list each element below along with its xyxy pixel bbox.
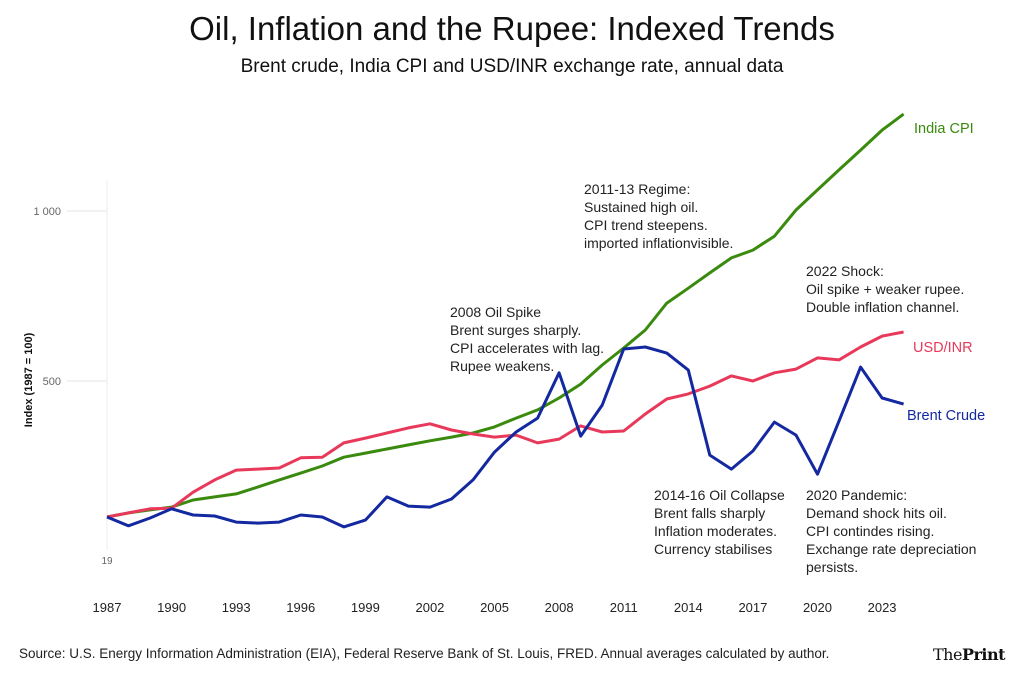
x-tick-label: 2002 <box>415 600 444 615</box>
series-label: India CPI <box>914 121 974 137</box>
chart-title: Oil, Inflation and the Rupee: Indexed Tr… <box>189 10 835 47</box>
chart-subtitle: Brent crude, India CPI and USD/INR excha… <box>240 56 784 77</box>
annotation: 2022 Shock: Oil spike + weaker rupee. Doub… <box>806 263 964 315</box>
series-line-usd-inr <box>106 330 904 519</box>
series-line-brent-crude <box>106 345 905 529</box>
theprint-logo: ThePrint <box>933 645 1006 664</box>
series-label: USD/INR <box>913 340 973 356</box>
series-label: Brent Crude <box>907 408 985 424</box>
y-tick-label: 500 <box>43 376 61 388</box>
series-line-india-cpi <box>106 112 905 519</box>
x-tick-label: 1993 <box>222 600 251 615</box>
x-tick-label: 1999 <box>351 600 380 615</box>
y-tick-label: 1 000 <box>33 206 61 218</box>
x-tick-label: 1996 <box>286 600 315 615</box>
x-tick-label: 2014 <box>674 600 703 615</box>
x-tick-label: 1990 <box>157 600 186 615</box>
annotation: 2011-13 Regime: Sustained high oil. CPI tr… <box>584 181 733 251</box>
annotation: 2014-16 Oil Collapse Brent falls sharply I… <box>654 487 785 557</box>
y-tick-label-clipped: 19 <box>101 556 113 567</box>
x-tick-label: 2020 <box>803 600 832 615</box>
x-tick-label: 1987 <box>93 600 122 615</box>
y-axis-label: Index (1987 = 100) <box>23 332 35 427</box>
x-tick-label: 2005 <box>480 600 509 615</box>
x-tick-label: 2011 <box>610 600 638 615</box>
annotation: 2008 Oil Spike Brent surges sharply. CPI a… <box>450 304 604 374</box>
x-tick-label: 2008 <box>545 600 574 615</box>
annotation: 2020 Pandemic: Demand shock hits oil. CPI … <box>806 487 976 575</box>
x-tick-label: 2017 <box>738 600 767 615</box>
x-tick-label: 2023 <box>868 600 897 615</box>
source-note: Source: U.S. Energy Information Administ… <box>19 646 830 661</box>
